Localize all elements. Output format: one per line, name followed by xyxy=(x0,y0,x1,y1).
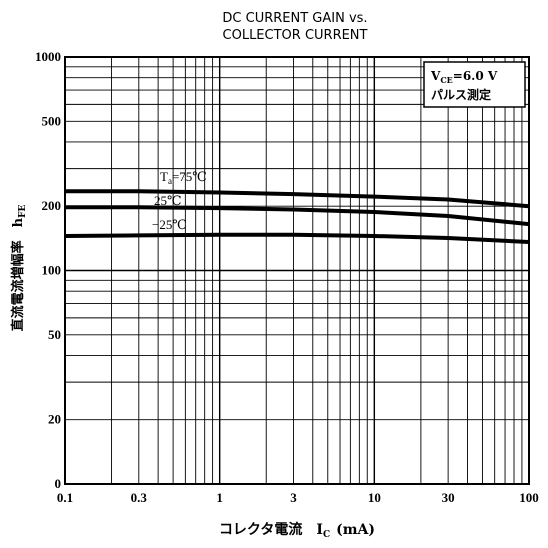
x-tick-label: 3 xyxy=(290,490,297,505)
x-tick-label: 0.1 xyxy=(57,490,73,505)
x-axis-label-sub: C xyxy=(323,530,330,540)
y-axis-label: 直流電流増幅率 hFE xyxy=(10,205,28,332)
series-label-75c-rest: =75℃ xyxy=(172,169,207,184)
series-line-minus25c xyxy=(64,232,530,244)
x-tick-label: 1 xyxy=(216,490,223,505)
chart-title-line1: DC CURRENT GAIN vs. xyxy=(222,11,367,26)
grid xyxy=(65,57,529,484)
series-label-75c: Ta=75℃ xyxy=(160,169,207,186)
series-label-75c-sub: a xyxy=(168,176,172,186)
vce-symbol: V xyxy=(430,69,441,83)
series-labels: Ta=75℃ 25℃ −25℃ xyxy=(152,169,207,232)
x-axis-label: コレクタ電流 IC (mA) xyxy=(219,521,375,540)
conditions-box-frame xyxy=(423,61,526,108)
x-tick-label: 10 xyxy=(368,490,381,505)
y-tick-label: 1000 xyxy=(35,49,61,64)
series-line-75c xyxy=(65,189,530,209)
vce-subscript: CE xyxy=(440,75,452,85)
x-tick-label: 30 xyxy=(442,490,455,505)
y-tick-label: 100 xyxy=(42,263,62,278)
series-line-25c xyxy=(65,205,530,227)
series-label-25c: 25℃ xyxy=(154,193,182,208)
series-label-minus25c: −25℃ xyxy=(152,217,187,232)
curves xyxy=(64,189,530,244)
y-axis-label-sub: FE xyxy=(18,205,28,218)
chart-title-line2: COLLECTOR CURRENT xyxy=(223,28,368,43)
x-tick-label: 100 xyxy=(519,490,539,505)
y-tick-label: 0 xyxy=(55,476,62,491)
series-label-75c-main: T xyxy=(160,169,168,184)
x-axis-label-main: コレクタ電流 I xyxy=(219,521,323,538)
y-tick-label: 20 xyxy=(48,412,61,427)
y-axis-label-main: 直流電流増幅率 h xyxy=(10,217,26,331)
y-tick-label: 200 xyxy=(42,198,62,213)
x-tick-label: 0.3 xyxy=(131,490,148,505)
y-tick-label: 500 xyxy=(42,113,62,128)
conditions-line1: VCE=6.0 V xyxy=(430,69,498,85)
x-axis-label-unit: (mA) xyxy=(336,522,375,538)
conditions-box: VCE=6.0 V パルス測定 xyxy=(423,61,526,108)
conditions-line2: パルス測定 xyxy=(431,87,491,102)
y-tick-label: 50 xyxy=(48,327,61,342)
plot-frame xyxy=(64,56,530,485)
vce-value: =6.0 V xyxy=(453,69,498,83)
